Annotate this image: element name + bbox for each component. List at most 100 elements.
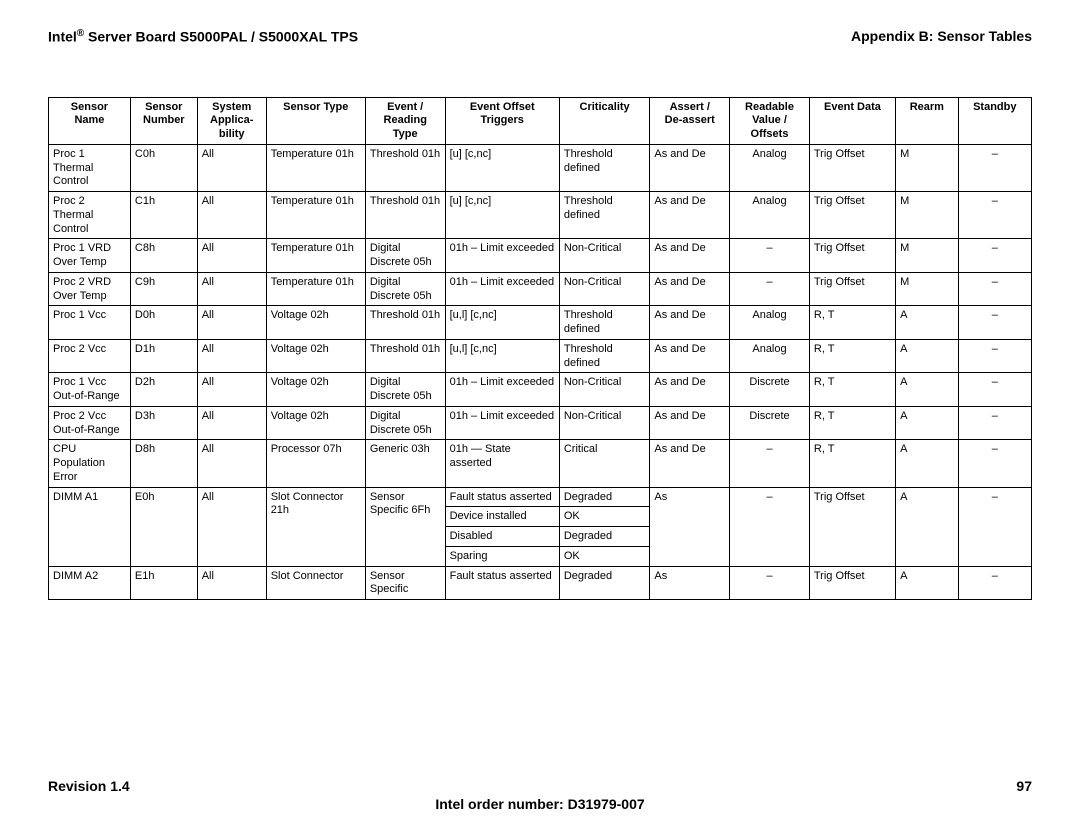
cell-applicability: All — [197, 239, 266, 273]
cell-event-reading: Digital Discrete 05h — [365, 272, 445, 306]
cell-event-data: R, T — [809, 373, 895, 407]
cell-criticality: Threshold defined — [559, 339, 650, 373]
table-row: Proc 2 VccD1hAllVoltage 02hThreshold 01h… — [49, 339, 1032, 373]
table-row: DIMM A1E0hAllSlot Connector 21hSensor Sp… — [49, 487, 1032, 507]
cell-number: C0h — [130, 144, 197, 191]
cell-applicability: All — [197, 192, 266, 239]
cell-assert: As and De — [650, 144, 730, 191]
cell-number: C8h — [130, 239, 197, 273]
cell-standby: – — [958, 339, 1031, 373]
cell-readable: Discrete — [730, 406, 810, 440]
cell-event-offset: Fault status asserted — [445, 566, 559, 600]
cell-standby: – — [958, 373, 1031, 407]
cell-rearm: A — [896, 440, 959, 487]
cell-rearm: A — [896, 566, 959, 600]
cell-rearm: A — [896, 339, 959, 373]
cell-rearm: A — [896, 306, 959, 340]
cell-event-reading: Digital Discrete 05h — [365, 373, 445, 407]
cell-ad: As — [650, 487, 730, 566]
cell-applicability: All — [197, 440, 266, 487]
cell-assert: As and De — [650, 339, 730, 373]
cell-name: Proc 2 VRD Over Temp — [49, 272, 131, 306]
cell-rearm: A — [896, 487, 959, 566]
cell-readable: Analog — [730, 306, 810, 340]
table-row: Proc 2 VRD Over TempC9hAllTemperature 01… — [49, 272, 1032, 306]
cell-standby: – — [958, 440, 1031, 487]
cell-event-offset: 01h – Limit exceeded — [445, 272, 559, 306]
header-left-prefix: Intel — [48, 29, 77, 45]
cell-applicability: All — [197, 339, 266, 373]
cell-event-offset: Sparing — [445, 546, 559, 566]
document-page: Intel® Server Board S5000PAL / S5000XAL … — [0, 0, 1080, 834]
cell-name: Proc 1 Vcc — [49, 306, 131, 340]
cell-applicability: All — [197, 272, 266, 306]
footer-revision: Revision 1.4 — [48, 778, 130, 794]
cell-event-offset: 01h – Limit exceeded — [445, 373, 559, 407]
cell-number: C1h — [130, 192, 197, 239]
cell-ert: Sensor Specific 6Fh — [365, 487, 445, 566]
cell-criticality: Non-Critical — [559, 239, 650, 273]
cell-type: Voltage 02h — [266, 373, 365, 407]
cell-event-offset: [u,l] [c,nc] — [445, 339, 559, 373]
cell-event-reading: Threshold 01h — [365, 144, 445, 191]
page-footer: Revision 1.4 97 Intel order number: D319… — [48, 778, 1032, 812]
col-sensor-type: Sensor Type — [266, 97, 365, 144]
table-row: DIMM A2E1hAllSlot ConnectorSensor Specif… — [49, 566, 1032, 600]
cell-type: Processor 07h — [266, 440, 365, 487]
table-header-row: SensorName SensorNumber SystemApplica-bi… — [49, 97, 1032, 144]
footer-order-number: Intel order number: D31979-007 — [48, 796, 1032, 812]
cell-criticality: Non-Critical — [559, 373, 650, 407]
cell-event-data: Trig Offset — [809, 239, 895, 273]
col-rearm: Rearm — [896, 97, 959, 144]
cell-number: D3h — [130, 406, 197, 440]
cell-applicability: All — [197, 406, 266, 440]
cell-event-data: R, T — [809, 406, 895, 440]
cell-type: Temperature 01h — [266, 144, 365, 191]
cell-event-data: R, T — [809, 440, 895, 487]
cell-number: D8h — [130, 440, 197, 487]
cell-event-data: Trig Offset — [809, 272, 895, 306]
cell-applicability: All — [197, 144, 266, 191]
cell-event-reading: Digital Discrete 05h — [365, 239, 445, 273]
cell-number: E1h — [130, 566, 197, 600]
cell-rearm: M — [896, 272, 959, 306]
cell-number: C9h — [130, 272, 197, 306]
col-sensor-name: SensorName — [49, 97, 131, 144]
page-header: Intel® Server Board S5000PAL / S5000XAL … — [48, 28, 1032, 45]
cell-assert: As and De — [650, 306, 730, 340]
cell-criticality: Threshold defined — [559, 192, 650, 239]
cell-name: Proc 2 Vcc Out-of-Range — [49, 406, 131, 440]
cell-event-reading: Threshold 01h — [365, 339, 445, 373]
cell-name: CPU Population Error — [49, 440, 131, 487]
cell-event-data: Trig Offset — [809, 144, 895, 191]
cell-standby: – — [958, 406, 1031, 440]
cell-event-reading: Threshold 01h — [365, 306, 445, 340]
cell-event-offset: 01h – Limit exceeded — [445, 406, 559, 440]
cell-name: DIMM A1 — [49, 487, 131, 566]
cell-event-data: Trig Offset — [809, 192, 895, 239]
col-criticality: Criticality — [559, 97, 650, 144]
cell-assert: As and De — [650, 373, 730, 407]
cell-stdby: – — [958, 487, 1031, 566]
cell-criticality: Degraded — [559, 566, 650, 600]
cell-criticality: OK — [559, 546, 650, 566]
cell-readable: Analog — [730, 192, 810, 239]
table-row: Proc 1 VccD0hAllVoltage 02hThreshold 01h… — [49, 306, 1032, 340]
cell-name: Proc 1 Thermal Control — [49, 144, 131, 191]
col-assert: Assert /De-assert — [650, 97, 730, 144]
cell-type: Voltage 02h — [266, 339, 365, 373]
cell-applicability: All — [197, 566, 266, 600]
cell-ed: Trig Offset — [809, 487, 895, 566]
cell-assert: As and De — [650, 239, 730, 273]
cell-standby: – — [958, 144, 1031, 191]
cell-event-offset: [u] [c,nc] — [445, 192, 559, 239]
col-event-data: Event Data — [809, 97, 895, 144]
col-event-offset: Event OffsetTriggers — [445, 97, 559, 144]
cell-name: Proc 2 Vcc — [49, 339, 131, 373]
header-left: Intel® Server Board S5000PAL / S5000XAL … — [48, 28, 358, 45]
table-row: Proc 1 Thermal ControlC0hAllTemperature … — [49, 144, 1032, 191]
header-left-rest: Server Board S5000PAL / S5000XAL TPS — [84, 29, 358, 45]
cell-rearm: M — [896, 144, 959, 191]
cell-standby: – — [958, 272, 1031, 306]
cell-readable: – — [730, 272, 810, 306]
